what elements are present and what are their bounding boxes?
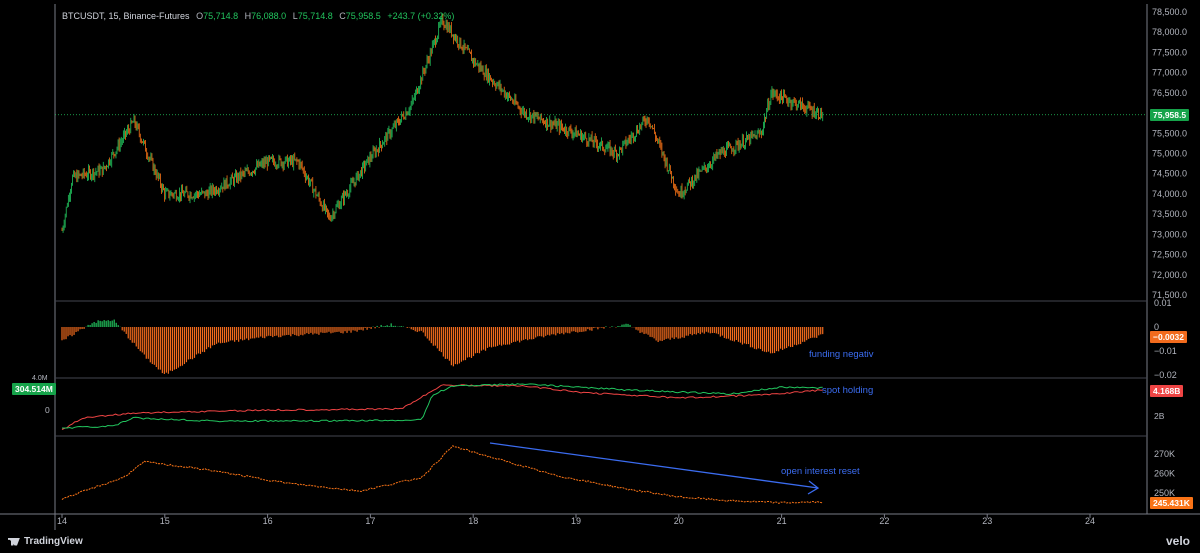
time-tick-label: 15 xyxy=(160,516,170,526)
oi-current-tag: 245.431K xyxy=(1150,497,1193,509)
time-tick-label: 19 xyxy=(571,516,581,526)
price-tick-label: 74,000.0 xyxy=(1152,189,1187,199)
time-tick-label: 20 xyxy=(674,516,684,526)
price-tick-label: 71,500.0 xyxy=(1152,290,1187,300)
holding-right-tag: 4.168B xyxy=(1150,385,1184,397)
funding-tick-label: 0.01 xyxy=(1154,298,1172,308)
price-tick-label: 72,000.0 xyxy=(1152,270,1187,280)
tradingview-logo[interactable]: TradingView xyxy=(8,536,83,547)
price-tick-label: 73,000.0 xyxy=(1152,229,1187,239)
oi-tick-label: 250K xyxy=(1154,488,1175,498)
time-tick-label: 23 xyxy=(982,516,992,526)
price-tick-label: 76,500.0 xyxy=(1152,88,1187,98)
candlestick-series xyxy=(61,13,824,233)
time-tick-label: 24 xyxy=(1085,516,1095,526)
time-tick-label: 18 xyxy=(468,516,478,526)
funding-tick-label: −0.02 xyxy=(1154,370,1177,380)
low-value: 75,714.8 xyxy=(297,11,333,21)
close-label: C xyxy=(339,11,346,21)
axes: 78,500.0 78,000.0 77,500.0 77,000.0 76,500.0… xyxy=(55,7,1187,526)
symbol-label[interactable]: BTCUSDT, 15, Binance-Futures xyxy=(62,11,190,21)
holding-green-line xyxy=(62,383,823,429)
trend-arrow-head xyxy=(807,480,820,495)
holding-left-top-cut: 4.0M xyxy=(32,375,48,382)
trend-arrow-line xyxy=(489,442,819,489)
symbol-header: BTCUSDT, 15, Binance-Futures O75,714.8 H… xyxy=(62,11,454,21)
open-label: O xyxy=(196,11,204,21)
price-tick-label: 73,500.0 xyxy=(1152,209,1187,219)
time-tick-label: 14 xyxy=(57,516,67,526)
price-tick-label: 78,000.0 xyxy=(1152,27,1187,37)
price-tick-label: 75,000.0 xyxy=(1152,149,1187,159)
time-tick-label: 17 xyxy=(365,516,375,526)
oi-tick-label: 270K xyxy=(1154,449,1175,459)
oi-tick-label: 260K xyxy=(1154,469,1175,479)
funding-tick-label: −0.01 xyxy=(1154,346,1177,356)
price-tick-label: 74,500.0 xyxy=(1152,169,1187,179)
high-value: 76,088.0 xyxy=(251,11,287,21)
spot-holding-lines xyxy=(61,383,823,430)
annotation-oi: open interest reset xyxy=(781,466,860,477)
annotation-funding: funding negativ xyxy=(809,349,874,360)
tradingview-logo-icon xyxy=(8,537,20,546)
change-value: +243.7 (+0.32%) xyxy=(387,11,455,21)
time-tick-label: 22 xyxy=(879,516,889,526)
price-tick-label: 77,500.0 xyxy=(1152,47,1187,57)
holding-left-zero: 0 xyxy=(45,405,50,415)
open-interest-line xyxy=(61,445,823,504)
oi-path xyxy=(61,445,823,504)
holding-left-tag: 304.514M xyxy=(12,383,56,395)
holding-red-line xyxy=(61,384,823,430)
velo-brand: velo xyxy=(1165,534,1190,548)
funding-current-tag: −0.0032 xyxy=(1150,331,1187,343)
open-value: 75,714.8 xyxy=(203,11,239,21)
tradingview-brand: TradingView xyxy=(24,536,83,547)
close-value: 75,958.5 xyxy=(345,11,381,21)
holding-right-tick: 2B xyxy=(1154,411,1165,421)
low-label: L xyxy=(292,11,298,21)
price-tick-label: 72,500.0 xyxy=(1152,250,1187,260)
footer-bar: TradingView velo xyxy=(0,530,1200,553)
time-tick-label: 16 xyxy=(263,516,273,526)
time-tick-label: 21 xyxy=(777,516,787,526)
price-tick-label: 77,000.0 xyxy=(1152,68,1187,78)
current-price-tag: 75,958.5 xyxy=(1150,109,1190,121)
price-tick-label: 78,500.0 xyxy=(1152,7,1187,17)
funding-tick-label: 0 xyxy=(1154,322,1159,332)
price-tick-label: 75,500.0 xyxy=(1152,128,1187,138)
high-label: H xyxy=(244,11,252,21)
annotation-spot: spot holding xyxy=(822,385,874,396)
funding-histogram xyxy=(61,319,824,374)
